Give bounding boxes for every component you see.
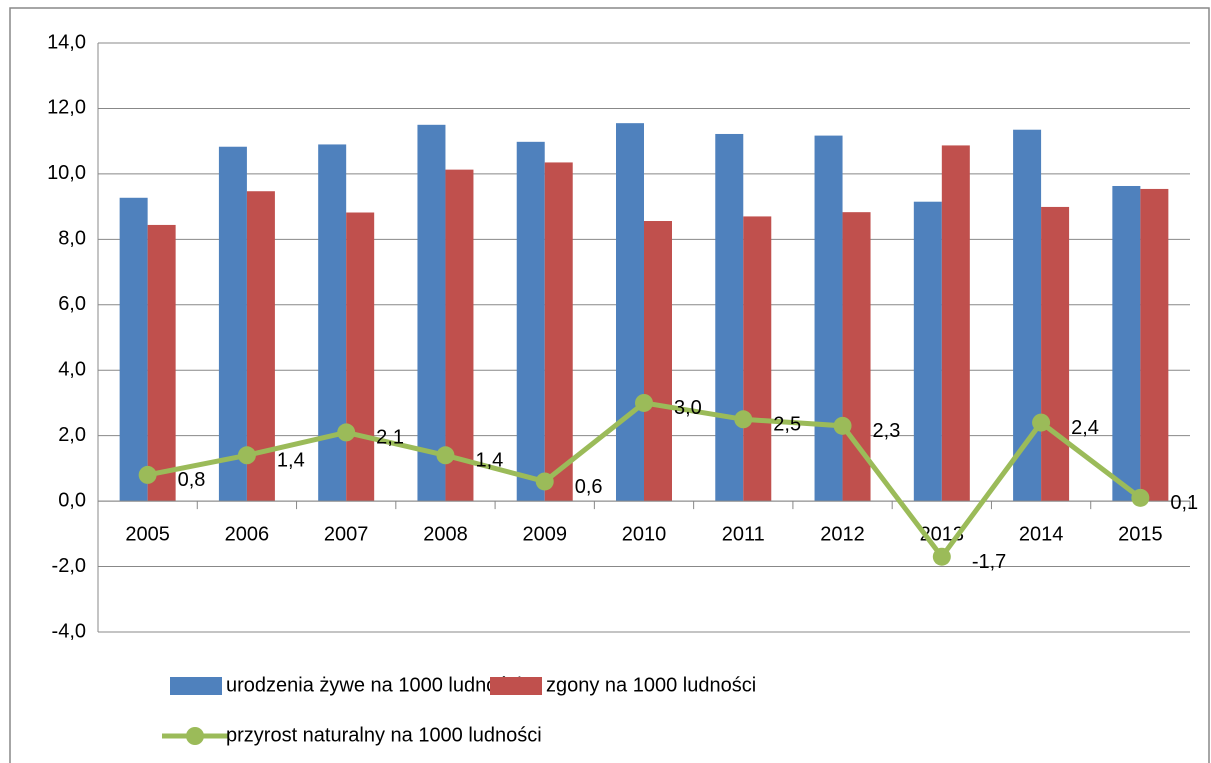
bar — [1112, 185, 1141, 502]
bar — [814, 135, 843, 502]
bar — [544, 162, 573, 502]
legend-label: zgony na 1000 ludności — [546, 674, 756, 696]
line-marker — [734, 410, 753, 429]
y-tick-label: 14,0 — [47, 31, 86, 53]
line-marker — [436, 446, 455, 465]
line-marker — [237, 446, 256, 465]
bar — [445, 169, 474, 502]
data-label: 1,4 — [277, 450, 305, 472]
y-tick-label: 0,0 — [58, 489, 86, 511]
x-tick-label: 2010 — [622, 523, 667, 545]
y-tick-label: 2,0 — [58, 424, 86, 446]
line-marker — [138, 465, 157, 484]
data-label: 2,3 — [873, 420, 901, 442]
y-tick-label: -2,0 — [52, 555, 86, 577]
data-label: 3,0 — [674, 397, 702, 419]
bar — [616, 123, 644, 502]
bar — [147, 224, 176, 502]
data-label: -1,7 — [972, 551, 1006, 573]
bar — [417, 124, 446, 502]
x-tick-label: 2005 — [125, 523, 170, 545]
y-tick-label: 8,0 — [58, 228, 86, 250]
legend-label: przyrost naturalny na 1000 ludności — [226, 724, 542, 746]
x-tick-label: 2006 — [225, 523, 270, 545]
line-marker — [932, 547, 951, 566]
data-label: 2,1 — [376, 427, 404, 449]
data-label: 2,4 — [1071, 417, 1099, 439]
x-tick-label: 2011 — [722, 523, 765, 545]
bar — [1041, 206, 1070, 502]
line-marker — [535, 472, 554, 491]
bar — [1140, 188, 1169, 502]
data-label: 2,5 — [773, 414, 801, 436]
bar — [715, 133, 744, 502]
legend-swatch — [186, 727, 204, 745]
data-label: 0,6 — [575, 476, 603, 498]
bar — [318, 144, 347, 502]
bar — [218, 146, 247, 502]
line-marker — [1032, 413, 1051, 432]
data-label: 1,4 — [475, 450, 503, 472]
x-tick-label: 2015 — [1118, 523, 1163, 545]
bar — [346, 212, 375, 502]
line-marker — [833, 416, 852, 435]
x-tick-label: 2009 — [522, 523, 567, 545]
data-label: 0,1 — [1170, 492, 1198, 514]
y-tick-label: 10,0 — [47, 162, 86, 184]
x-tick-label: 2007 — [324, 523, 369, 545]
line-marker — [337, 423, 356, 442]
legend-swatch — [490, 677, 542, 695]
x-tick-label: 2012 — [820, 523, 865, 545]
y-tick-label: 12,0 — [47, 97, 86, 119]
y-tick-label: -4,0 — [52, 620, 86, 642]
bar — [941, 145, 970, 502]
line-marker — [635, 393, 653, 412]
bar — [743, 216, 772, 502]
chart-frame — [9, 7, 1210, 763]
data-label: 0,8 — [178, 469, 206, 491]
bar — [516, 141, 545, 502]
bar — [913, 201, 942, 502]
bar — [644, 221, 672, 502]
legend-label: urodzenia żywe na 1000 ludności — [226, 674, 522, 696]
x-tick-label: 2008 — [423, 523, 468, 545]
y-tick-label: 4,0 — [58, 359, 86, 381]
x-tick-label: 2014 — [1019, 523, 1064, 545]
bar — [119, 197, 148, 502]
y-tick-label: 6,0 — [58, 293, 86, 315]
line-marker — [1131, 488, 1150, 507]
legend-swatch — [170, 677, 222, 695]
